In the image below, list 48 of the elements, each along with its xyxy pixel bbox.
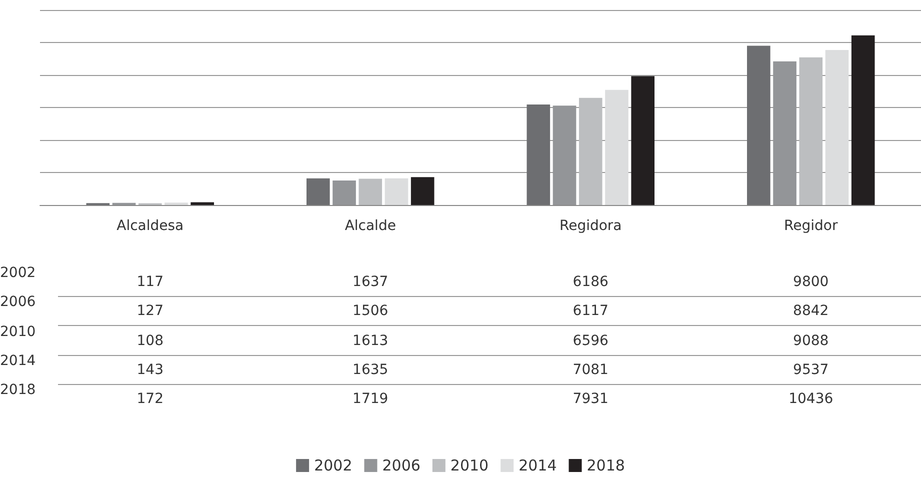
- bar: [526, 104, 550, 205]
- data-label: 8842: [793, 303, 829, 320]
- bar: [799, 57, 823, 205]
- bar: [384, 178, 408, 205]
- text: 2006: [0, 294, 36, 310]
- data-label: 9537: [793, 362, 829, 378]
- bar: [306, 178, 330, 205]
- legend-label: 2002: [314, 456, 352, 474]
- data-label: 1613: [352, 332, 388, 349]
- bar: [825, 50, 849, 205]
- data-label: 9800: [793, 274, 829, 290]
- text: 2014: [0, 352, 36, 369]
- x-tick-label: Regidor: [784, 218, 838, 234]
- data-label: 108: [136, 332, 164, 349]
- data-label: 143: [136, 362, 164, 378]
- data-label: 117: [136, 274, 164, 290]
- x-tick-label: Alcaldesa: [116, 218, 184, 234]
- data-label: 127: [136, 303, 164, 320]
- bar: [190, 202, 214, 205]
- data-label: 1635: [352, 362, 388, 378]
- bar: [358, 178, 382, 205]
- bar: [631, 76, 654, 205]
- bar: [578, 98, 602, 205]
- data-label: 1506: [352, 303, 388, 320]
- text: 2010: [0, 324, 36, 340]
- data-label: 9088: [793, 332, 829, 349]
- legend-label: 2006: [382, 456, 420, 474]
- text: 2018: [0, 382, 36, 398]
- bar: [332, 180, 356, 205]
- data-label: 1719: [352, 391, 388, 408]
- x-tick-label: Alcalde: [344, 218, 396, 234]
- bar: [747, 46, 770, 205]
- text: 2002: [0, 265, 36, 281]
- legend-label: 2010: [450, 456, 489, 474]
- data-label: 6596: [572, 332, 608, 349]
- bar: [851, 35, 875, 205]
- data-label: 7081: [572, 362, 608, 378]
- data-label: 6186: [572, 274, 608, 290]
- x-tick-label: Regidora: [559, 218, 622, 234]
- legend-label: 2018: [586, 456, 625, 474]
- data-label: 10436: [788, 391, 834, 408]
- data-label: 6117: [572, 303, 608, 320]
- data-label: 1637: [352, 274, 388, 290]
- data-label: 172: [136, 391, 164, 408]
- legend-label: 2014: [518, 456, 557, 474]
- bar: [410, 177, 434, 205]
- data-label: 7931: [572, 391, 608, 408]
- bar: [605, 90, 628, 205]
